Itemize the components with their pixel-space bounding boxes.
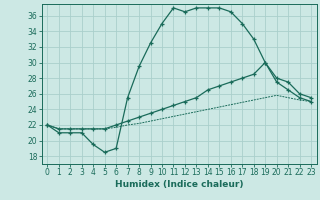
X-axis label: Humidex (Indice chaleur): Humidex (Indice chaleur): [115, 180, 244, 189]
